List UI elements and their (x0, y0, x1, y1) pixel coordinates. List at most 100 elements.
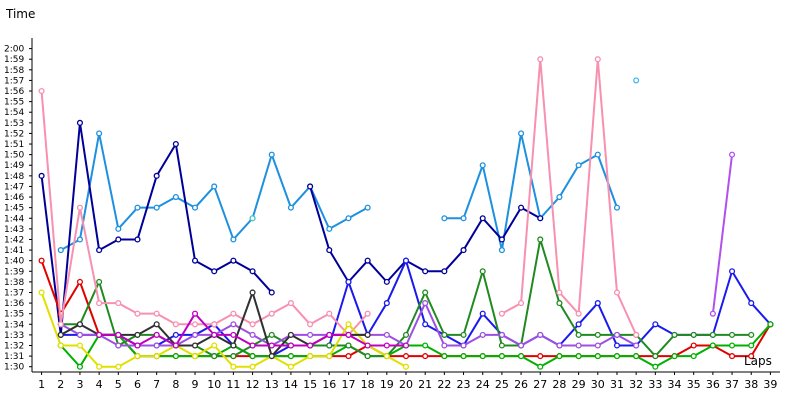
data-point (364, 353, 371, 360)
data-point (422, 353, 429, 360)
data-point (211, 353, 218, 360)
data-point (76, 342, 83, 349)
data-point (402, 257, 410, 264)
data-point (287, 353, 294, 360)
data-point (134, 342, 141, 349)
data-point (422, 300, 429, 307)
data-point (191, 331, 199, 338)
data-point (748, 331, 755, 338)
x-tick-label: 3 (76, 378, 83, 391)
x-tick-label: 34 (668, 378, 682, 391)
data-point (709, 331, 716, 338)
data-point (230, 236, 237, 243)
data-point (191, 353, 199, 360)
data-point (633, 331, 640, 338)
series-1 (57, 130, 621, 254)
data-point (96, 300, 103, 307)
data-point (230, 310, 237, 317)
data-point (153, 204, 160, 211)
data-point (249, 363, 256, 370)
x-tick-label: 13 (265, 378, 279, 391)
x-tick-label: 10 (207, 378, 221, 391)
data-point (498, 331, 505, 338)
x-tick-label: 35 (687, 378, 701, 391)
data-point (230, 353, 237, 360)
data-point (613, 204, 621, 211)
x-tick-label: 14 (284, 378, 298, 391)
y-tick-label: 1:58 (4, 66, 24, 76)
data-point (575, 310, 582, 317)
data-point (326, 310, 333, 317)
x-tick-label: 27 (533, 378, 547, 391)
y-tick-label: 1:57 (4, 76, 24, 86)
data-point (383, 342, 390, 349)
series-line (501, 58, 638, 336)
x-tick-label: 21 (418, 378, 432, 391)
data-point (287, 300, 294, 307)
data-point (115, 300, 122, 307)
data-point (268, 331, 275, 338)
data-point (57, 342, 64, 349)
data-point (594, 151, 601, 158)
data-point (38, 172, 45, 179)
series-6 (57, 236, 755, 360)
data-point (422, 321, 429, 328)
x-tick-label: 24 (476, 378, 490, 391)
data-point (172, 353, 179, 360)
data-point (556, 353, 563, 360)
data-point (479, 310, 486, 317)
x-tick-label: 6 (134, 378, 141, 391)
data-point (76, 119, 83, 126)
data-point (211, 331, 218, 338)
data-point (613, 331, 621, 338)
data-point (268, 310, 275, 317)
data-point (402, 331, 410, 338)
data-point (613, 342, 621, 349)
data-point (383, 278, 390, 285)
data-point (172, 331, 179, 338)
data-point (96, 363, 103, 370)
y-tick-label: 1:34 (4, 320, 24, 330)
y-tick-label: 1:35 (4, 310, 24, 320)
data-point (134, 204, 141, 211)
data-point (594, 56, 601, 63)
data-point (172, 193, 179, 201)
data-point (748, 342, 755, 349)
data-point (556, 300, 563, 307)
data-point (364, 331, 371, 338)
data-point (498, 236, 505, 243)
data-point (345, 331, 352, 338)
x-tick-label: 33 (648, 378, 662, 391)
data-point (364, 204, 371, 211)
data-point (57, 321, 64, 328)
data-point (96, 247, 103, 254)
x-tick-label: 28 (552, 378, 566, 391)
data-point (402, 363, 410, 370)
data-point (402, 342, 410, 349)
y-tick-label: 1:32 (4, 341, 24, 351)
series-line (711, 154, 734, 314)
series-14 (633, 77, 640, 84)
data-point (671, 353, 678, 360)
data-point (307, 321, 314, 328)
data-point (345, 321, 352, 328)
y-tick-label: 2:00 (4, 45, 24, 55)
data-point (709, 310, 716, 317)
data-point (729, 342, 736, 349)
data-point (690, 342, 697, 349)
series-line (60, 132, 369, 251)
data-point (230, 363, 237, 370)
data-point (479, 215, 486, 222)
data-point (230, 342, 237, 349)
data-point (383, 353, 390, 360)
data-point (326, 247, 333, 254)
data-point (153, 172, 160, 179)
x-tick-label: 20 (399, 378, 413, 391)
data-point (633, 77, 640, 84)
data-point (249, 268, 256, 275)
data-point (172, 342, 179, 349)
data-point (211, 321, 218, 328)
data-point (383, 300, 390, 307)
data-point (345, 342, 352, 349)
data-point (652, 353, 659, 360)
